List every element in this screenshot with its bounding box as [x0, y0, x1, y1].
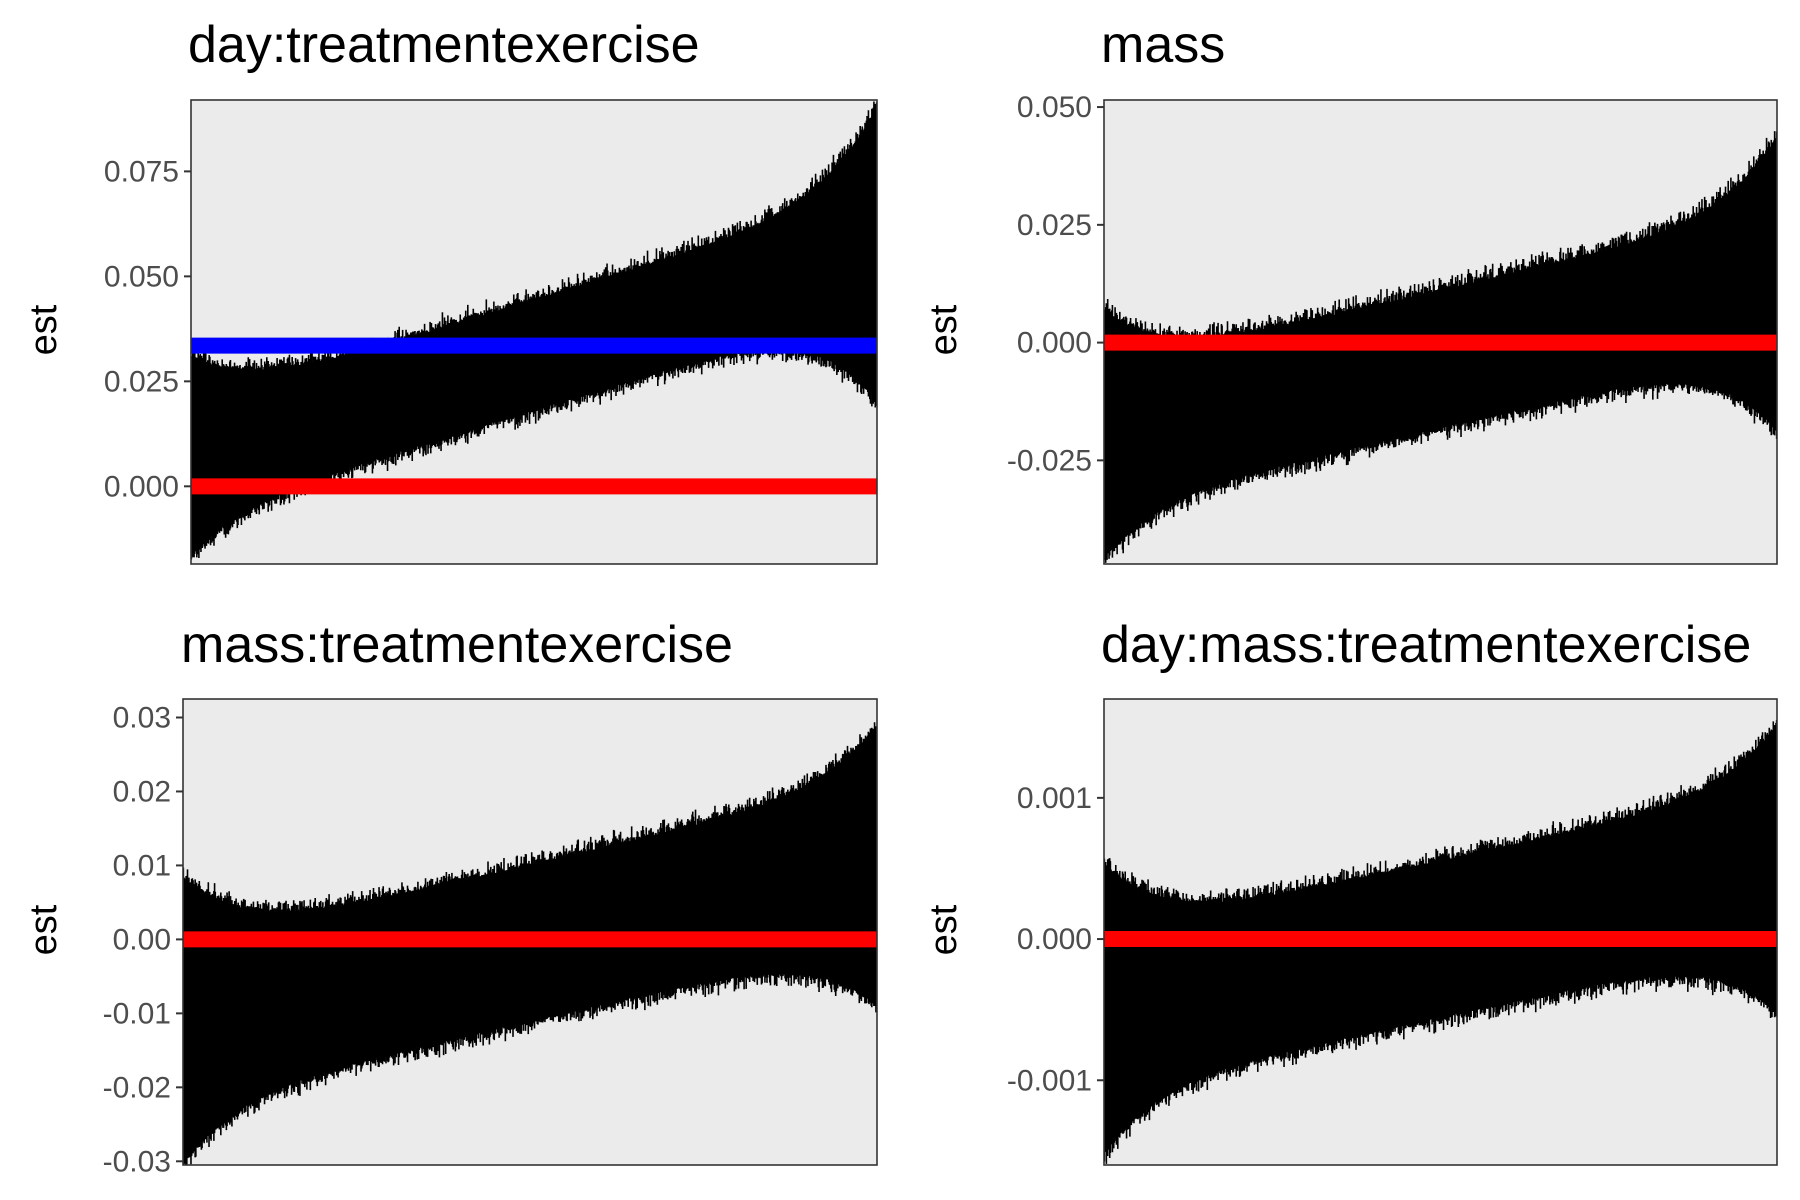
y-tick-label: -0.03	[103, 1145, 171, 1178]
y-tick-label: 0.00	[113, 923, 171, 956]
y-axis-label: est	[23, 904, 65, 955]
y-tick-label: 0.050	[1017, 91, 1092, 124]
y-tick-label: -0.01	[103, 997, 171, 1030]
panel-mass-treatmentexercise: mass:treatmentexercise est -0.03 -0.02 -0.…	[23, 616, 878, 1178]
panel-mass: mass est -0.025 0.000 0.025 0.050	[923, 16, 1778, 565]
plot-border	[1103, 698, 1778, 1166]
interval-series	[1103, 720, 1778, 1164]
y-tick-label: 0.02	[113, 775, 171, 808]
y-tick-label: 0.075	[104, 155, 179, 188]
y-tick-label: -0.02	[103, 1071, 171, 1104]
y-axis-label: est	[923, 304, 965, 355]
y-axis-label: est	[23, 304, 65, 355]
interval-series	[1103, 131, 1778, 563]
interval-series	[190, 101, 878, 560]
y-tick-label: -0.001	[1007, 1064, 1092, 1097]
y-tick-label: 0.03	[113, 701, 171, 734]
panel-day-mass-treatmentexercise: day:mass:treatmentexercise est -0.001 0.0…	[923, 616, 1778, 1166]
panel-title: day:treatmentexercise	[188, 16, 700, 74]
plot-border	[190, 99, 878, 565]
y-tick-label: 0.01	[113, 849, 171, 882]
panel-title: mass:treatmentexercise	[181, 616, 733, 674]
y-tick-label: 0.025	[104, 365, 179, 398]
panel-title: day:mass:treatmentexercise	[1101, 616, 1751, 674]
plot-border	[182, 698, 878, 1166]
plot-border	[1103, 99, 1778, 565]
panel-day-treatmentexercise: day:treatmentexercise est 0.000 0.025 0.05…	[23, 16, 878, 565]
y-axis-label: est	[923, 904, 965, 955]
y-tick-label: 0.000	[1017, 327, 1092, 360]
y-tick-label: 0.025	[1017, 209, 1092, 242]
y-tick-label: 0.000	[104, 470, 179, 503]
y-tick-label: 0.001	[1017, 782, 1092, 815]
y-tick-label: 0.000	[1017, 923, 1092, 956]
y-tick-label: -0.025	[1007, 444, 1092, 477]
y-tick-label: 0.050	[104, 260, 179, 293]
panel-title: mass	[1101, 16, 1225, 74]
